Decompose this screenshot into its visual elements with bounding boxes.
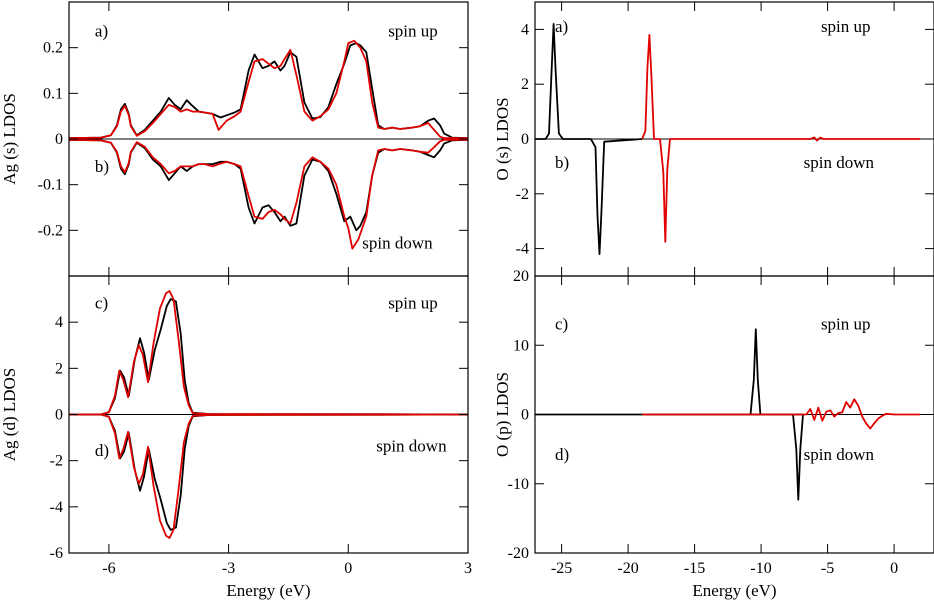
ldos-series-1 (69, 290, 469, 416)
panel-annotation: d) (555, 445, 569, 464)
panel-annotation: spin down (362, 234, 433, 253)
panel-annotation: b) (555, 153, 569, 172)
ldos-series-2 (68, 139, 469, 232)
x-tick-label: -25 (551, 560, 572, 577)
y-tick-label: 2 (521, 76, 529, 93)
panel-o-s-ldos: -4 -2 0 2 4 O (s) LDOS a) spin up b) spin down (493, 1, 934, 277)
y-axis-label: O (p) LDOS (493, 372, 512, 457)
y-tick-label: -0.1 (38, 177, 63, 194)
x-axis-label: Energy (eV) (692, 581, 776, 600)
y-axis-label: Ag (d) LDOS (0, 368, 19, 462)
panel-annotation: spin down (804, 445, 875, 464)
panel-annotation: a) (95, 21, 108, 40)
y-tick-label: 0 (55, 407, 63, 424)
x-tick-label: 0 (890, 560, 898, 577)
y-tick-label: 0 (521, 131, 529, 148)
x-axis-label: Energy (eV) (226, 581, 310, 600)
ldos-series-0 (68, 42, 469, 139)
panel-annotation: spin up (388, 293, 438, 312)
y-tick-label: 0.2 (43, 40, 63, 57)
x-tick-label: 0 (344, 560, 352, 577)
panel-annotation: spin up (388, 21, 438, 40)
y-tick-label: -6 (50, 545, 63, 562)
ldos-series-3 (68, 139, 468, 250)
y-tick-label: -20 (508, 545, 529, 562)
panel-annotation: spin down (804, 153, 875, 172)
ldos-series-1 (641, 34, 920, 243)
y-tick-label: -4 (516, 241, 529, 258)
panel-annotation: spin up (821, 17, 871, 36)
y-tick-label: 4 (521, 21, 529, 38)
x-tick-label: -20 (617, 560, 638, 577)
y-tick-label: -10 (508, 476, 529, 493)
x-tick-label: -10 (750, 560, 771, 577)
ldos-series-1 (68, 39, 468, 139)
y-tick-label: -4 (50, 499, 63, 516)
y-axis-label: O (s) LDOS (493, 97, 512, 180)
panel-annotation: spin down (376, 436, 447, 455)
y-axis-label: Ag (s) LDOS (0, 93, 19, 185)
panel-annotation: a) (555, 17, 568, 36)
y-tick-label: 0 (55, 131, 63, 148)
y-tick-label: 20 (513, 268, 529, 285)
ldos-series-3 (69, 413, 469, 539)
panel-ag-d-ldos: -6 -3 0 3 -6 -4 -2 0 2 4 Ag (d) LDOS Energy (eV) c) s… (0, 275, 472, 600)
x-tick-label: -15 (684, 560, 705, 577)
y-tick-label: 2 (55, 360, 63, 377)
y-tick-label: 4 (55, 314, 63, 331)
y-tick-label: 10 (513, 337, 529, 354)
panel-o-p-ldos: -25 -20 -15 -10 -5 0 -20 -10 0 10 20 O (p) LDOS Ener… (493, 268, 934, 600)
panel-ag-s-ldos: -0.2 -0.1 0 0.1 0.2 Ag (s) LDOS a) spin up b) spi… (0, 1, 469, 277)
x-tick-label: -3 (222, 560, 235, 577)
panel-annotation: c) (95, 293, 108, 312)
y-tick-label: -0.2 (38, 222, 63, 239)
y-tick-label: 0 (521, 407, 529, 424)
y-tick-label: -2 (516, 186, 529, 203)
ldos-series-0 (535, 23, 643, 255)
panel-annotation: d) (95, 441, 109, 460)
panel-annotation: c) (555, 314, 568, 333)
ldos-series-1 (642, 398, 920, 430)
x-tick-label: -5 (821, 560, 834, 577)
y-tick-label: 0.1 (43, 85, 63, 102)
x-tick-label: -6 (102, 560, 115, 577)
panel-annotation: spin up (821, 314, 871, 333)
panel-annotation: b) (95, 157, 109, 176)
x-tick-label: 3 (464, 560, 472, 577)
y-tick-label: -2 (50, 453, 63, 470)
